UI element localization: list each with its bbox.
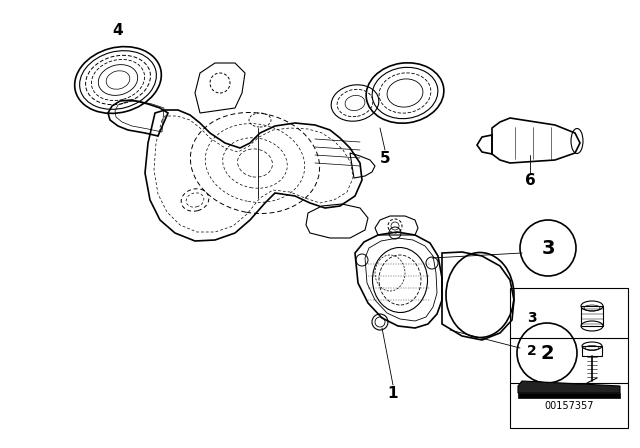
Text: 2: 2 <box>527 344 537 358</box>
Text: 1: 1 <box>388 385 398 401</box>
Bar <box>518 393 620 398</box>
Bar <box>582 346 602 356</box>
Text: 2: 2 <box>540 344 554 362</box>
Polygon shape <box>518 381 620 393</box>
Text: 5: 5 <box>380 151 390 165</box>
Text: 3: 3 <box>527 311 537 325</box>
Bar <box>581 306 603 326</box>
Text: 4: 4 <box>113 22 124 38</box>
Text: 00157357: 00157357 <box>544 401 594 411</box>
Text: 3: 3 <box>541 238 555 258</box>
Bar <box>510 288 628 428</box>
Text: 6: 6 <box>525 172 536 188</box>
